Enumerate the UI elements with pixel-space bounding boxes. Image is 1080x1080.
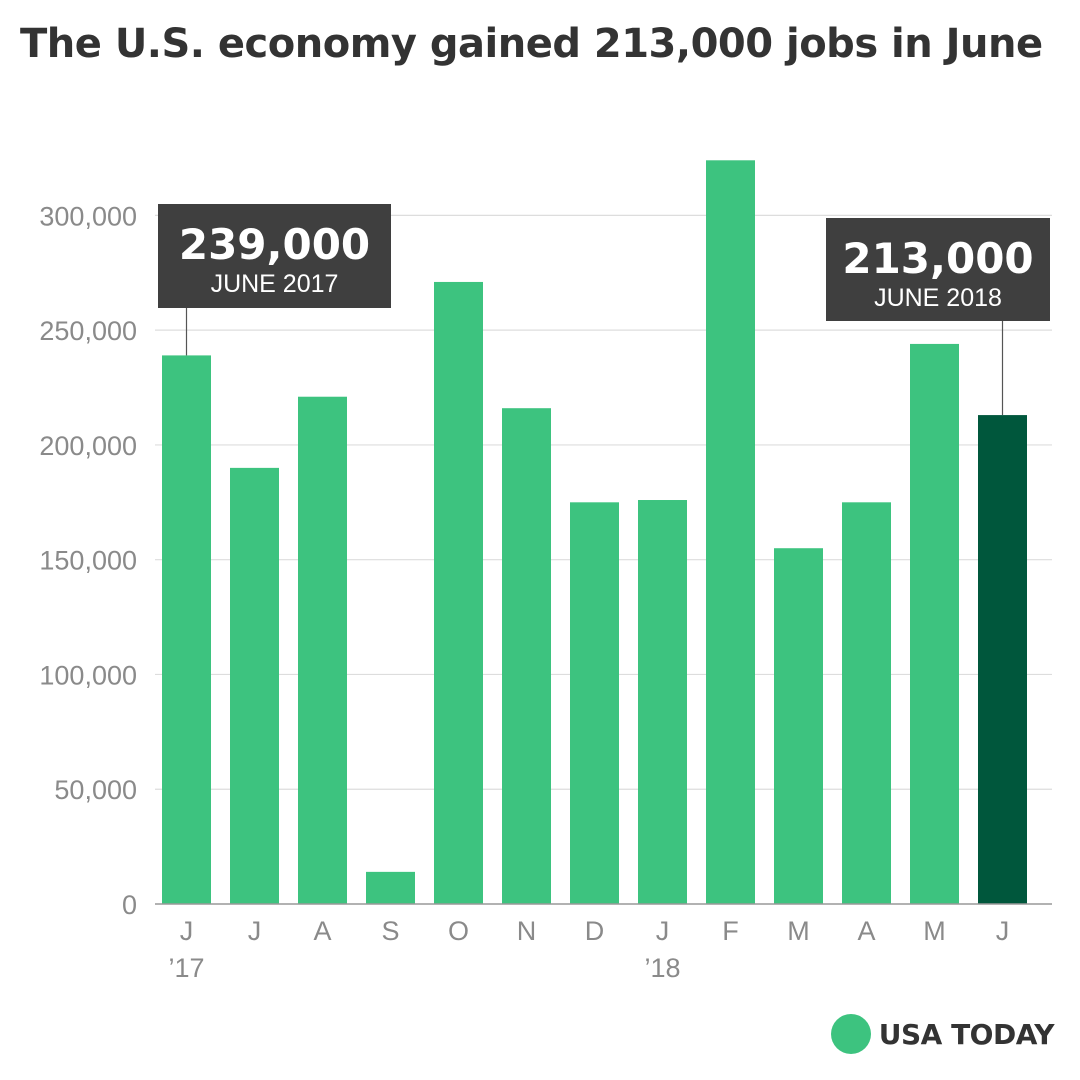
usa-today-logo: USA TODAY bbox=[830, 1014, 1055, 1054]
x-tick-label: J bbox=[180, 916, 194, 946]
x-tick-label: F bbox=[722, 916, 739, 946]
bar bbox=[298, 396, 347, 904]
x-year-label: ’17 bbox=[168, 953, 204, 983]
callout-value: 213,000 bbox=[842, 234, 1033, 283]
bar bbox=[434, 281, 483, 904]
x-tick-label: N bbox=[517, 916, 537, 946]
bar bbox=[162, 355, 211, 904]
bar bbox=[910, 343, 959, 904]
x-tick-label: M bbox=[787, 916, 810, 946]
x-tick-label: J bbox=[996, 916, 1010, 946]
usa-today-circle-icon bbox=[830, 1014, 871, 1054]
x-tick-label: M bbox=[923, 916, 946, 946]
x-tick-label: J bbox=[248, 916, 262, 946]
x-tick-label: A bbox=[313, 916, 331, 946]
x-tick-label: D bbox=[585, 916, 605, 946]
y-tick-label: 300,000 bbox=[39, 201, 137, 231]
y-tick-label: 100,000 bbox=[39, 660, 137, 690]
callout-box bbox=[158, 204, 391, 308]
x-tick-label: A bbox=[857, 916, 875, 946]
bar bbox=[502, 408, 551, 904]
bar bbox=[638, 500, 687, 904]
y-tick-label: 50,000 bbox=[54, 775, 137, 805]
bars bbox=[162, 160, 1027, 904]
bar bbox=[842, 502, 891, 904]
callout-box bbox=[826, 218, 1050, 321]
bar bbox=[978, 415, 1027, 904]
y-axis-ticks: 0 50,000 100,000 150,000 200,000 250,000 300,0… bbox=[39, 201, 137, 920]
x-tick-label: S bbox=[381, 916, 399, 946]
logo-text: USA TODAY bbox=[878, 1017, 1055, 1051]
x-year-label: ’18 bbox=[644, 953, 680, 983]
y-tick-label: 200,000 bbox=[39, 431, 137, 461]
chart-title: The U.S. economy gained 213,000 jobs in … bbox=[20, 21, 1043, 67]
y-tick-label: 0 bbox=[122, 890, 137, 920]
callout-label: JUNE 2017 bbox=[211, 270, 339, 298]
bar bbox=[706, 160, 755, 904]
bar bbox=[774, 548, 823, 904]
x-axis-ticks: J ’17 J A S O N D J ’18 F M A M J bbox=[168, 916, 1009, 983]
y-tick-label: 150,000 bbox=[39, 546, 137, 576]
callout-value: 239,000 bbox=[179, 220, 370, 269]
bar bbox=[570, 502, 619, 904]
callout-label: JUNE 2018 bbox=[874, 284, 1002, 312]
x-tick-label: O bbox=[448, 916, 469, 946]
bar bbox=[366, 871, 415, 904]
y-tick-label: 250,000 bbox=[39, 316, 137, 346]
x-tick-label: J bbox=[656, 916, 670, 946]
bar bbox=[230, 467, 279, 904]
